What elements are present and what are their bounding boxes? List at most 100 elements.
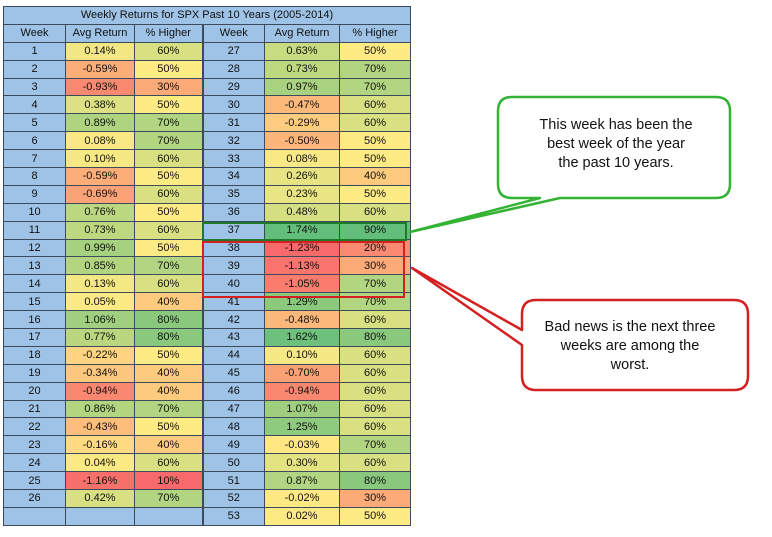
cell-week-left: 26 bbox=[3, 489, 66, 508]
table-row: 19 -0.34% 40% 45 -0.70% 60% bbox=[3, 363, 412, 383]
cell-pct-higher-right: 60% bbox=[338, 345, 412, 365]
cell-pct-higher-left: 60% bbox=[134, 184, 203, 204]
cell-week-right: 33 bbox=[201, 149, 265, 169]
cell-avg-return-left: -0.93% bbox=[65, 77, 135, 97]
callout-line: worst. bbox=[610, 357, 650, 373]
cell-avg-return-right: 0.23% bbox=[264, 184, 340, 204]
cell-avg-return-left: 0.05% bbox=[65, 292, 135, 312]
returns-table-body: Weekly Returns for SPX Past 10 Years (20… bbox=[2, 6, 412, 526]
cell-week-left: 13 bbox=[3, 256, 66, 276]
cell-week-right: 42 bbox=[201, 310, 265, 330]
cell-pct-higher-left: 50% bbox=[134, 167, 203, 186]
cell-avg-return-right: 1.62% bbox=[264, 328, 340, 347]
table-row: 7 0.10% 60% 33 0.08% 50% bbox=[3, 149, 412, 169]
cell-pct-higher-right: 50% bbox=[338, 149, 412, 169]
cell-avg-return-right: -0.03% bbox=[264, 435, 340, 455]
cell-avg-return-right: 0.10% bbox=[264, 345, 340, 365]
cell-pct-higher-left: 60% bbox=[134, 41, 203, 61]
cell-avg-return-left: 0.77% bbox=[65, 328, 135, 347]
callout-text-worst-weeks: Bad news is the next three weeks are amo… bbox=[530, 318, 730, 375]
cell-avg-return-right: -0.47% bbox=[264, 95, 340, 115]
callout-bubble-best-week bbox=[408, 95, 732, 234]
table-row: 20 -0.94% 40% 46 -0.94% 60% bbox=[3, 381, 412, 401]
cell-week-right: 27 bbox=[201, 41, 265, 61]
table-row: 12 0.99% 50% 38 -1.23% 20% bbox=[3, 238, 412, 258]
cell-avg-return-right: 0.48% bbox=[264, 202, 340, 222]
column-header-pct-higher-right: % Higher bbox=[338, 23, 412, 43]
callout-bubble-worst-weeks bbox=[410, 266, 750, 392]
cell-pct-higher-right: 70% bbox=[338, 59, 412, 79]
cell-pct-higher-right: 50% bbox=[338, 184, 412, 204]
table-title: Weekly Returns for SPX Past 10 Years (20… bbox=[2, 6, 412, 25]
callout-line: weeks are among the bbox=[560, 338, 700, 354]
cell-week-right: 49 bbox=[201, 435, 265, 455]
callout-line: best week of the year bbox=[547, 136, 685, 152]
cell-week-right: 36 bbox=[201, 202, 265, 222]
cell-pct-higher-left: 50% bbox=[134, 417, 203, 437]
cell-week-left: 6 bbox=[3, 131, 66, 151]
cell-avg-return-right: -1.05% bbox=[264, 274, 340, 294]
callout-text-best-week: This week has been the best week of the … bbox=[508, 116, 724, 173]
cell-pct-higher-left: 60% bbox=[134, 274, 203, 294]
cell-avg-return-left: 0.89% bbox=[65, 113, 135, 133]
cell-avg-return-right: -0.94% bbox=[264, 381, 340, 401]
cell-pct-higher-left: 60% bbox=[134, 453, 203, 473]
cell-pct-higher-right: 80% bbox=[338, 471, 412, 491]
cell-avg-return-right: 0.97% bbox=[264, 77, 340, 97]
table-row: 24 0.04% 60% 50 0.30% 60% bbox=[3, 453, 412, 473]
cell-avg-return-right: 0.73% bbox=[264, 59, 340, 79]
cell-avg-return-left: 0.10% bbox=[65, 149, 135, 169]
cell-avg-return-right: -1.23% bbox=[264, 238, 340, 258]
cell-week-left: 3 bbox=[3, 77, 66, 97]
table-row: 11 0.73% 60% 37 1.74% 90% bbox=[3, 220, 412, 240]
cell-avg-return-right: 0.08% bbox=[264, 149, 340, 169]
table-row: 53 0.02% 50% bbox=[3, 506, 412, 526]
cell-week-right: 50 bbox=[201, 453, 265, 473]
cell-avg-return-right: 0.63% bbox=[264, 41, 340, 61]
cell-pct-higher-right: 60% bbox=[338, 399, 412, 419]
callout-line: This week has been the bbox=[539, 117, 693, 133]
title-row: Weekly Returns for SPX Past 10 Years (20… bbox=[2, 6, 412, 25]
cell-pct-higher-right: 40% bbox=[338, 167, 412, 186]
table-row: 23 -0.16% 40% 49 -0.03% 70% bbox=[3, 435, 412, 455]
cell-avg-return-right: -0.48% bbox=[264, 310, 340, 330]
table-row: 25 -1.16% 10% 51 0.87% 80% bbox=[3, 471, 412, 491]
cell-week-left bbox=[3, 506, 66, 526]
cell-avg-return-left: -0.43% bbox=[65, 417, 135, 437]
cell-week-left: 5 bbox=[3, 113, 66, 133]
cell-week-right: 34 bbox=[201, 167, 265, 186]
cell-pct-higher-left: 60% bbox=[134, 220, 203, 240]
cell-avg-return-left: -0.59% bbox=[65, 59, 135, 79]
cell-avg-return-right: 1.07% bbox=[264, 399, 340, 419]
cell-pct-higher-right: 30% bbox=[338, 256, 412, 276]
cell-pct-higher-right: 60% bbox=[338, 95, 412, 115]
cell-avg-return-left: 0.14% bbox=[65, 41, 135, 61]
column-header-avg-return-right: Avg Return bbox=[264, 23, 340, 43]
cell-week-left: 25 bbox=[3, 471, 66, 491]
header-row: Week Avg Return % Higher Week Avg Return… bbox=[3, 23, 412, 43]
cell-week-left: 20 bbox=[3, 381, 66, 401]
cell-pct-higher-right: 80% bbox=[338, 328, 412, 347]
table-row: 14 0.13% 60% 40 -1.05% 70% bbox=[3, 274, 412, 294]
returns-table: Weekly Returns for SPX Past 10 Years (20… bbox=[2, 6, 412, 526]
cell-avg-return-left: -0.69% bbox=[65, 184, 135, 204]
cell-pct-higher-left: 60% bbox=[134, 149, 203, 169]
cell-week-left: 4 bbox=[3, 95, 66, 115]
cell-avg-return-left: 0.73% bbox=[65, 220, 135, 240]
table-row: 9 -0.69% 60% 35 0.23% 50% bbox=[3, 184, 412, 204]
cell-week-left: 9 bbox=[3, 184, 66, 204]
cell-avg-return-right: 0.26% bbox=[264, 167, 340, 186]
column-header-week-right: Week bbox=[201, 23, 265, 43]
cell-pct-higher-left: 40% bbox=[134, 381, 203, 401]
table-row: 22 -0.43% 50% 48 1.25% 60% bbox=[3, 417, 412, 437]
table-row: 4 0.38% 50% 30 -0.47% 60% bbox=[3, 95, 412, 115]
cell-avg-return-right: 0.02% bbox=[264, 506, 340, 526]
cell-pct-higher-right: 60% bbox=[338, 453, 412, 473]
cell-avg-return-left: -0.59% bbox=[65, 167, 135, 186]
table-row: 8 -0.59% 50% 34 0.26% 40% bbox=[3, 167, 412, 186]
cell-week-left: 7 bbox=[3, 149, 66, 169]
callout-line: Bad news is the next three bbox=[544, 319, 716, 335]
cell-week-left: 10 bbox=[3, 202, 66, 222]
cell-pct-higher-left: 40% bbox=[134, 435, 203, 455]
